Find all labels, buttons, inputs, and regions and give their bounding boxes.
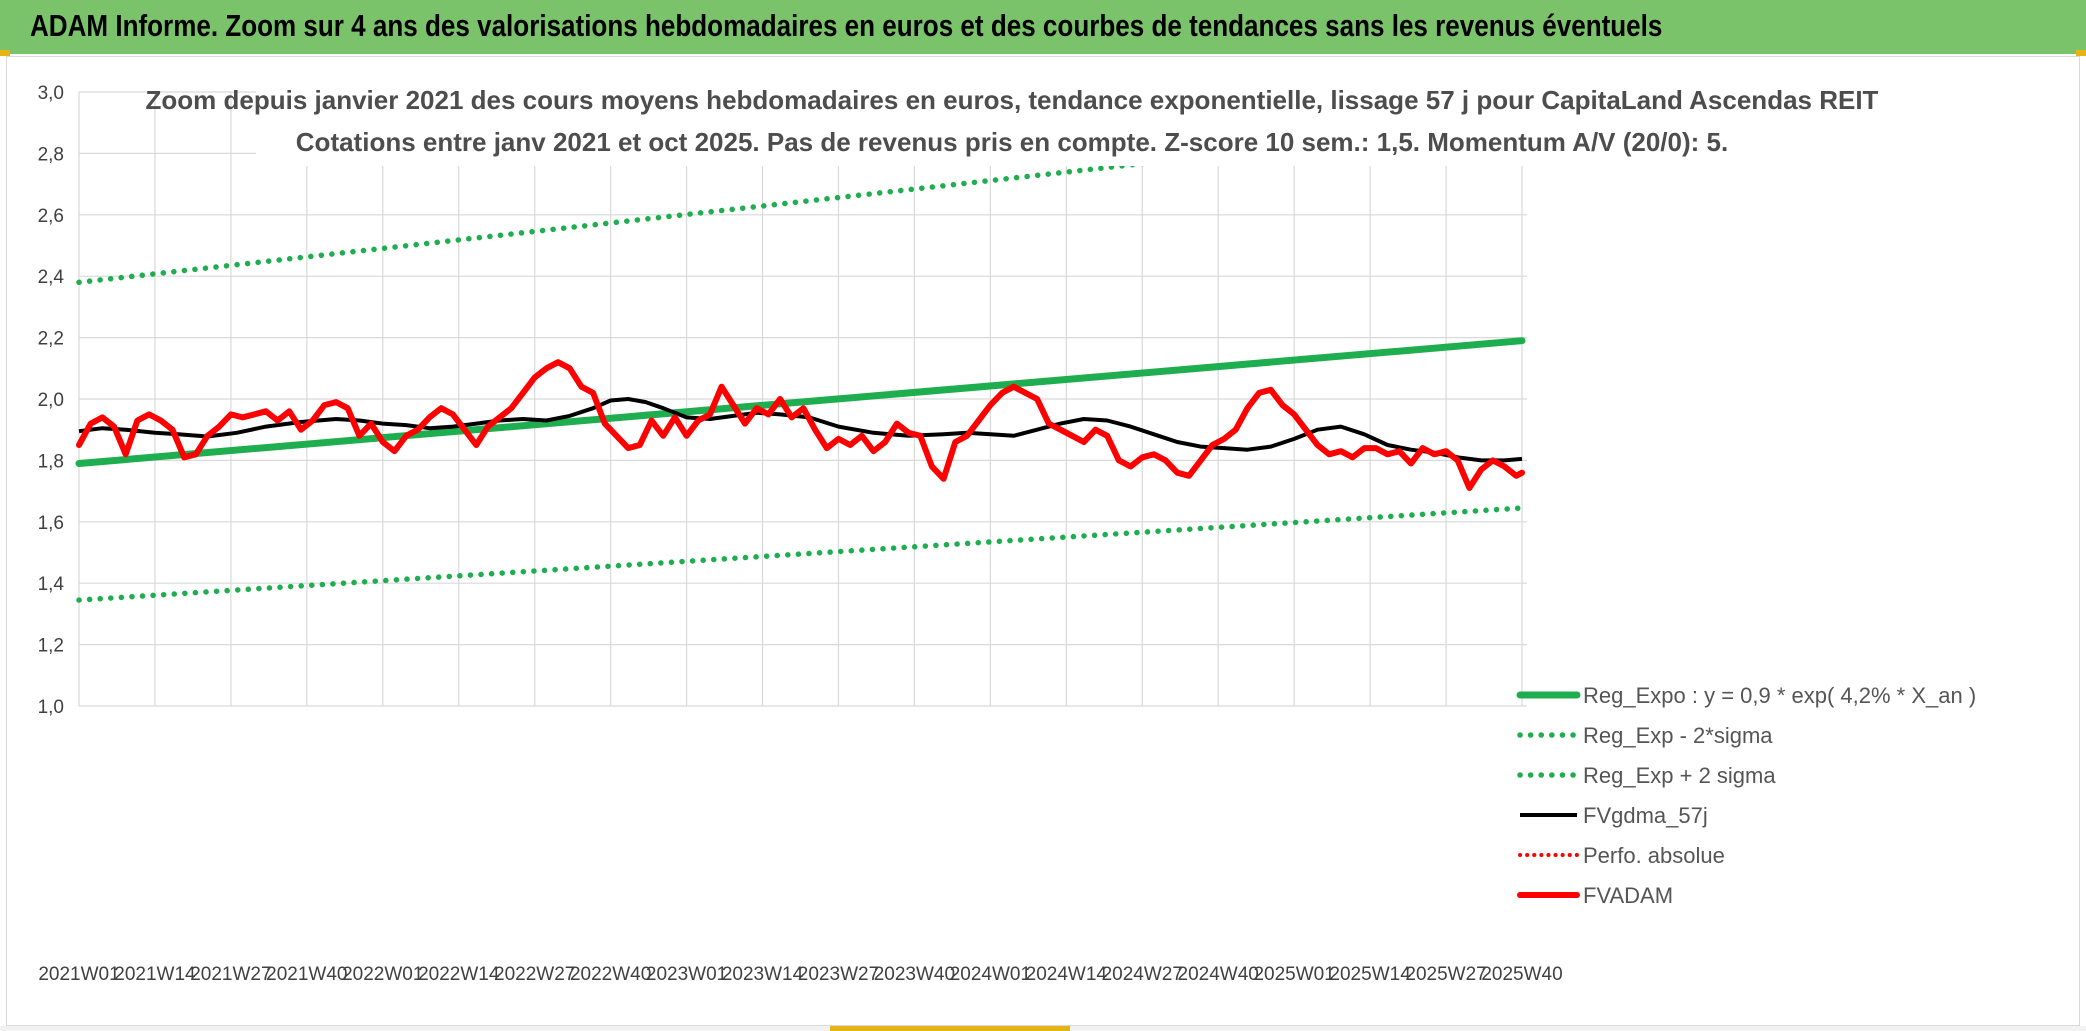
corner-accent-left xyxy=(0,50,10,56)
x-tick-label: 2024W14 xyxy=(1026,964,1108,985)
x-tick-label: 2022W40 xyxy=(570,964,651,985)
x-tick-label: 2021W14 xyxy=(114,964,196,985)
x-tick-label: 2025W14 xyxy=(1329,964,1411,985)
corner-accent-right xyxy=(2076,50,2086,56)
chart-subtitle: Cotations entre janv 2021 et oct 2025. P… xyxy=(296,127,1728,157)
x-tick-label: 2022W01 xyxy=(342,964,423,985)
x-tick-label: 2025W27 xyxy=(1405,964,1486,985)
y-tick-label: 1,2 xyxy=(38,636,64,657)
y-tick-label: 1,4 xyxy=(38,574,65,595)
x-tick-label: 2024W01 xyxy=(950,964,1031,985)
y-tick-label: 2,8 xyxy=(38,144,64,165)
series-line-reg_expo xyxy=(75,337,1526,467)
series-line-reg_exp xyxy=(76,505,1525,603)
bottom-strip-accent xyxy=(830,1026,1070,1031)
chart-frame xyxy=(6,56,2080,1026)
y-tick-label: 2,6 xyxy=(38,206,64,227)
x-tick-label: 2023W40 xyxy=(874,964,955,985)
x-tick-label: 2024W40 xyxy=(1178,964,1259,985)
y-tick-label: 1,6 xyxy=(38,513,64,534)
x-tick-label: 2025W40 xyxy=(1481,964,1562,985)
x-tick-label: 2022W27 xyxy=(494,964,575,985)
x-tick-label: 2025W01 xyxy=(1253,964,1334,985)
legend-entry: Reg_Expo : y = 0,9 * exp( 4,2% * X_an ) xyxy=(1583,683,1976,708)
legend-entry: Reg_Exp - 2*sigma xyxy=(1583,723,1773,748)
y-tick-label: 1,8 xyxy=(38,451,64,472)
x-tick-label: 2021W27 xyxy=(190,964,271,985)
x-tick-label: 2021W40 xyxy=(266,964,347,985)
gridlines xyxy=(78,91,1527,707)
x-tick-label: 2023W27 xyxy=(798,964,879,985)
chart-legend: Reg_Expo : y = 0,9 * exp( 4,2% * X_an ) R… xyxy=(1516,683,1976,908)
x-tick-label: 2023W14 xyxy=(722,964,804,985)
y-tick-label: 2,0 xyxy=(38,390,64,411)
x-tick-label: 2023W01 xyxy=(646,964,727,985)
report-banner: ADAM Informe. Zoom sur 4 ans des valoris… xyxy=(0,0,2086,54)
legend-entry: FVADAM xyxy=(1583,883,1673,908)
y-tick-label: 2,4 xyxy=(38,267,65,288)
legend-entry: Reg_Exp + 2 sigma xyxy=(1583,763,1776,788)
axis-labels: 1,0 1,2 1,4 1,6 1,8 2,0 2,2 2,4 2,6 2,8 3,0 2021W01… xyxy=(38,83,1563,985)
legend-entry: Perfo. absolue xyxy=(1583,843,1725,868)
report-title: ADAM Informe. Zoom sur 4 ans des valoris… xyxy=(30,8,1663,43)
x-tick-label: 2021W01 xyxy=(38,964,119,985)
chart-title: Zoom depuis janvier 2021 des cours moyen… xyxy=(146,85,1879,115)
y-tick-label: 1,0 xyxy=(38,697,64,718)
y-tick-label: 3,0 xyxy=(38,83,64,104)
chart-title-backdrop xyxy=(256,78,1768,166)
x-tick-label: 2024W27 xyxy=(1102,964,1183,985)
x-tick-label: 2022W14 xyxy=(418,964,500,985)
series-layer xyxy=(75,118,1526,603)
legend-entry: FVgdma_57j xyxy=(1583,803,1708,828)
y-tick-label: 2,2 xyxy=(38,329,64,350)
series-line-fvadam xyxy=(76,359,1525,491)
